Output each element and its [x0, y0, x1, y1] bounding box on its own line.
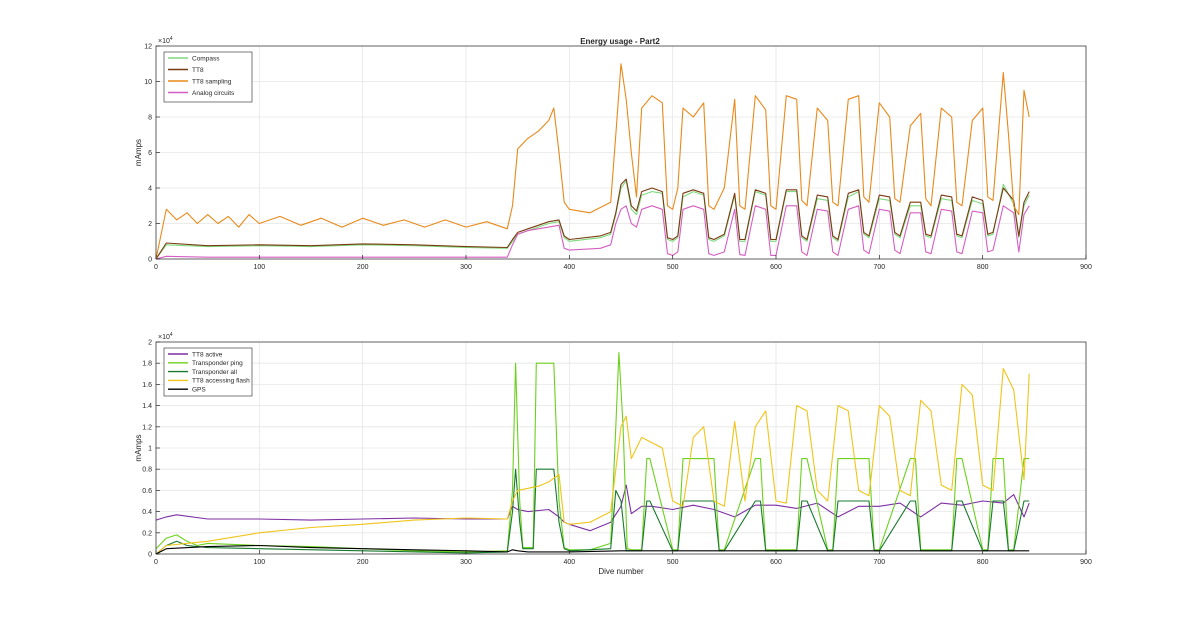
y-tick-label: 4 [148, 186, 152, 193]
y-tick-label: 1.2 [142, 424, 152, 431]
legend-entry: Compass [192, 55, 220, 62]
legend-box [163, 51, 253, 103]
series-line-tt8 [155, 178, 1030, 260]
legend: Compass TT8 TT8 sampling Analog circuits [163, 51, 253, 103]
legend-entry: TT8 active [192, 351, 223, 358]
legend-entry: Transponder ping [192, 360, 243, 367]
series-line-tt8-sampling [155, 63, 1030, 260]
figure-title: Energy usage - Part2 [580, 37, 660, 46]
x-tick-label: 200 [357, 264, 369, 271]
legend-entry: TT8 sampling [192, 78, 232, 85]
x-tick-label: 300 [460, 264, 472, 271]
legend-entry: TT8 accessing flash [192, 378, 250, 385]
x-tick-label: 300 [460, 559, 472, 566]
series-line-compass [155, 180, 1030, 260]
x-tick-label: 200 [357, 559, 369, 566]
x-tick-label: 0 [154, 264, 158, 271]
y-tick-label: 1.6 [142, 382, 152, 389]
y-tick-label: 0.6 [142, 488, 152, 495]
x-tick-label: 100 [253, 559, 265, 566]
x-tick-label: 800 [977, 264, 989, 271]
x-tick-label: 900 [1080, 559, 1092, 566]
x-tick-label: 600 [770, 559, 782, 566]
y-exponent-power: 4 [170, 332, 173, 338]
y-tick-label: 0.8 [142, 467, 152, 474]
legend: TT8 active Transponder ping Transponder al… [163, 347, 253, 397]
x-axis-label: Dive number [598, 567, 644, 576]
y-tick-label: 1 [148, 446, 152, 453]
y-exponent-label: ×104 [158, 36, 173, 45]
series-line-tt8-accessing-flash [155, 367, 1030, 555]
x-tick-label: 700 [873, 264, 885, 271]
y-tick-label: 12 [144, 44, 152, 51]
x-tick-label: 100 [253, 264, 265, 271]
y-tick-label: 0 [148, 257, 152, 264]
y-tick-label: 0.2 [142, 530, 152, 537]
x-tick-label: 0 [154, 559, 158, 566]
axes-1: 0 100 200 300 400 500 600 700 800 900 0 2 4 6 8 10 12 ×10… [134, 36, 1092, 271]
series-line-transponder-all [155, 468, 1030, 555]
x-tick-label: 700 [873, 559, 885, 566]
y-tick-label: 10 [144, 79, 152, 86]
y-tick-label: 2 [148, 340, 152, 347]
y-tick-label: 6 [148, 150, 152, 157]
series-line-analog-circuits [155, 205, 1030, 260]
legend-entry: GPS [192, 387, 206, 394]
y-axis-label: mAmps [134, 434, 143, 461]
x-tick-label: 400 [563, 559, 575, 566]
y-tick-label: 1.8 [142, 361, 152, 368]
y-tick-label: 0 [148, 552, 152, 559]
x-tick-label: 500 [667, 264, 679, 271]
y-tick-label: 1.4 [142, 403, 152, 410]
x-tick-label: 500 [667, 559, 679, 566]
legend-entry: Analog circuits [192, 90, 235, 97]
y-axis-label: mAmps [134, 139, 143, 166]
y-exponent-label: ×104 [158, 332, 173, 341]
x-tick-label: 400 [563, 264, 575, 271]
x-tick-label: 800 [977, 559, 989, 566]
y-exponent-power: 4 [170, 36, 173, 42]
y-tick-label: 8 [148, 115, 152, 122]
x-tick-label: 600 [770, 264, 782, 271]
plots-layer: 0 100 200 300 400 500 600 700 800 900024681012×10… [134, 36, 1092, 576]
legend-entry: TT8 [192, 67, 204, 74]
y-tick-label: 2 [148, 221, 152, 228]
y-tick-label: 0.4 [142, 509, 152, 516]
legend-entry: Transponder all [192, 369, 237, 376]
axes-2: 0 100 200 300 400 500 600 700 800 900 0 0.2 0.4 0.6 0.… [134, 332, 1092, 576]
x-tick-label: 900 [1080, 264, 1092, 271]
series-line-gps [155, 544, 1030, 555]
